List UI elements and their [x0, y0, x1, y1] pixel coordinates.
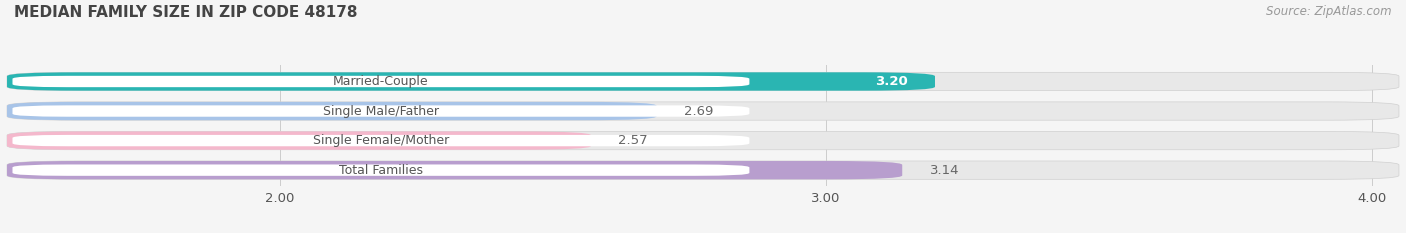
FancyBboxPatch shape	[13, 76, 749, 87]
Text: 2.69: 2.69	[683, 105, 713, 117]
Text: Total Families: Total Families	[339, 164, 423, 177]
FancyBboxPatch shape	[13, 135, 749, 146]
FancyBboxPatch shape	[7, 131, 1399, 150]
FancyBboxPatch shape	[7, 161, 1399, 179]
FancyBboxPatch shape	[7, 131, 591, 150]
FancyBboxPatch shape	[7, 72, 935, 91]
FancyBboxPatch shape	[13, 164, 749, 176]
Text: 3.20: 3.20	[875, 75, 908, 88]
FancyBboxPatch shape	[7, 102, 657, 120]
FancyBboxPatch shape	[7, 161, 903, 179]
Text: MEDIAN FAMILY SIZE IN ZIP CODE 48178: MEDIAN FAMILY SIZE IN ZIP CODE 48178	[14, 5, 357, 20]
FancyBboxPatch shape	[7, 72, 1399, 91]
Text: 3.14: 3.14	[929, 164, 959, 177]
Text: Married-Couple: Married-Couple	[333, 75, 429, 88]
Text: 2.57: 2.57	[619, 134, 648, 147]
FancyBboxPatch shape	[13, 105, 749, 117]
Text: Single Female/Mother: Single Female/Mother	[312, 134, 449, 147]
Text: Source: ZipAtlas.com: Source: ZipAtlas.com	[1267, 5, 1392, 18]
Text: Single Male/Father: Single Male/Father	[323, 105, 439, 117]
FancyBboxPatch shape	[7, 102, 1399, 120]
